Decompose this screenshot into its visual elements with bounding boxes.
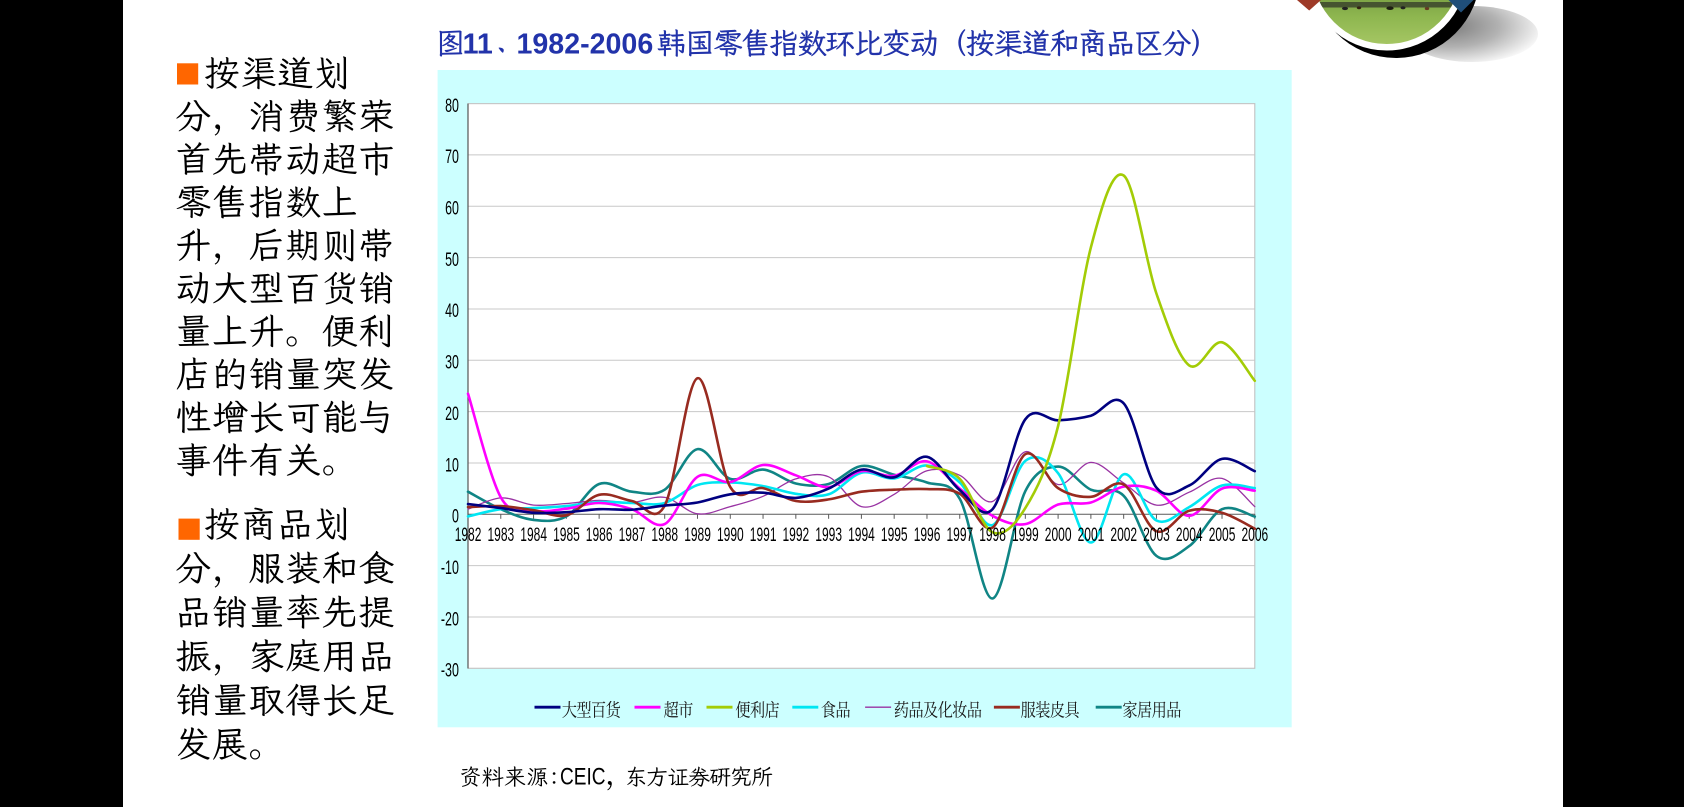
svg-text:1999: 1999 xyxy=(1012,525,1039,546)
svg-text:20: 20 xyxy=(445,404,459,425)
svg-text:2002: 2002 xyxy=(1110,525,1137,546)
svg-text:80: 80 xyxy=(445,96,459,117)
svg-text:1994: 1994 xyxy=(848,525,875,546)
svg-text:1984: 1984 xyxy=(520,525,547,546)
svg-text:2000: 2000 xyxy=(1045,525,1072,546)
svg-text:50: 50 xyxy=(445,250,459,271)
svg-text:1989: 1989 xyxy=(684,525,711,546)
svg-text:1983: 1983 xyxy=(488,525,515,546)
svg-text:1986: 1986 xyxy=(586,525,613,546)
svg-text:40: 40 xyxy=(445,301,459,322)
svg-text:30: 30 xyxy=(445,353,459,374)
svg-text:-20: -20 xyxy=(441,609,459,630)
svg-text:60: 60 xyxy=(445,199,459,220)
svg-text:2006: 2006 xyxy=(1242,525,1269,546)
svg-text:-10: -10 xyxy=(441,558,459,579)
svg-text:1982-2006: 1982-2006 xyxy=(517,29,654,61)
svg-text:11: 11 xyxy=(463,29,493,61)
svg-text:1998: 1998 xyxy=(979,525,1006,546)
svg-text:70: 70 xyxy=(445,147,459,168)
svg-text:1991: 1991 xyxy=(750,525,777,546)
svg-text:1995: 1995 xyxy=(881,525,908,546)
svg-text:1993: 1993 xyxy=(815,525,842,546)
svg-text:2003: 2003 xyxy=(1143,525,1170,546)
svg-text:1997: 1997 xyxy=(947,525,974,546)
svg-text:1988: 1988 xyxy=(651,525,678,546)
svg-text:2004: 2004 xyxy=(1176,525,1203,546)
svg-text:2001: 2001 xyxy=(1078,525,1105,546)
svg-text:1985: 1985 xyxy=(553,525,580,546)
svg-text:CEIC: CEIC xyxy=(560,764,606,791)
svg-text:1982: 1982 xyxy=(455,525,482,546)
svg-text:1996: 1996 xyxy=(914,525,941,546)
svg-text:1987: 1987 xyxy=(619,525,646,546)
svg-text:0: 0 xyxy=(452,507,459,528)
svg-text:10: 10 xyxy=(445,455,459,476)
svg-text:2005: 2005 xyxy=(1209,525,1236,546)
svg-text:1992: 1992 xyxy=(783,525,810,546)
svg-text:1990: 1990 xyxy=(717,525,744,546)
svg-text:-30: -30 xyxy=(441,661,459,682)
